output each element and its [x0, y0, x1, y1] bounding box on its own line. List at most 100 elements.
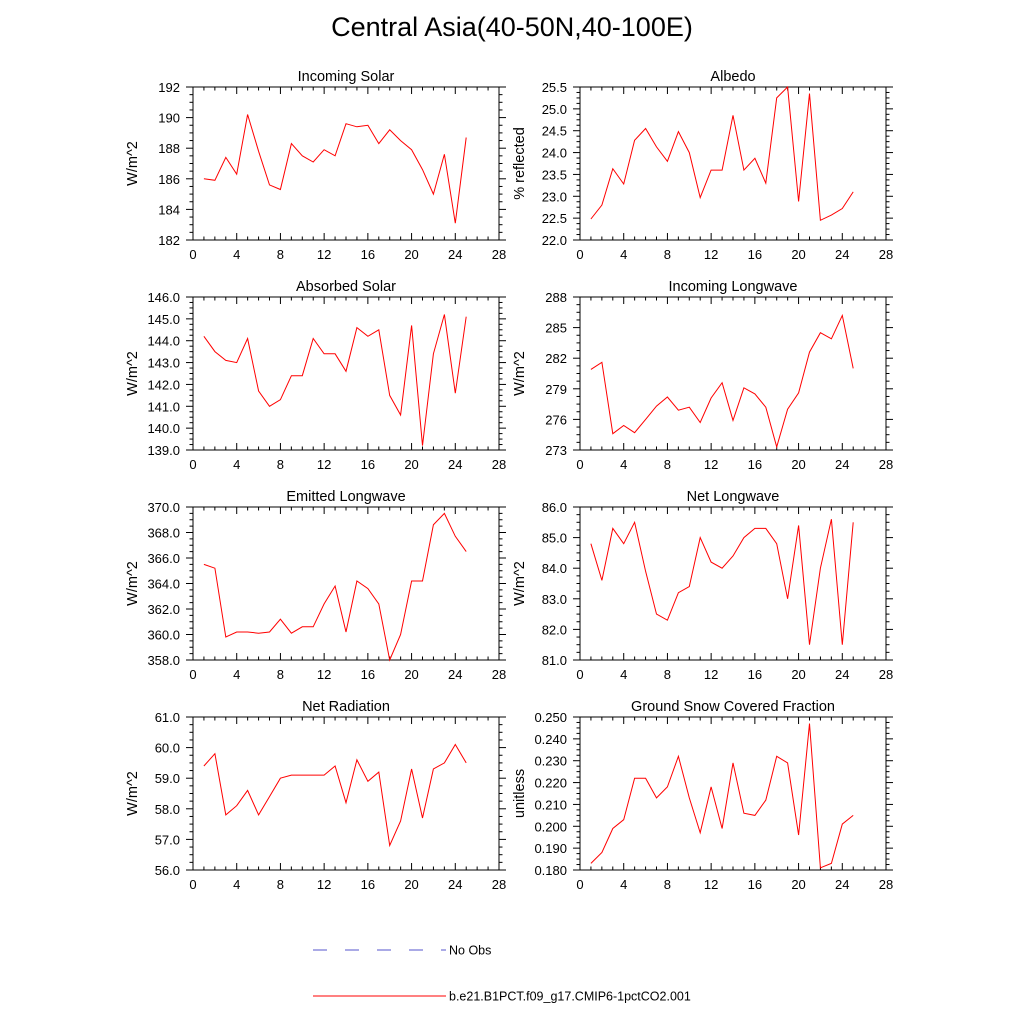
- y-tick-label: 60.0: [155, 741, 180, 756]
- y-tick-label: 144.0: [147, 334, 180, 349]
- y-tick-label: 0.250: [534, 710, 567, 725]
- plot-frame: [579, 716, 887, 871]
- x-tick-label: 4: [620, 877, 627, 892]
- x-tick-label: 20: [791, 667, 805, 682]
- x-tick-label: 28: [492, 457, 506, 472]
- y-tick-label: 22.5: [542, 211, 567, 226]
- y-tick-label: 61.0: [155, 710, 180, 725]
- y-tick-label: 364.0: [147, 577, 180, 592]
- x-tick-label: 8: [277, 247, 284, 262]
- chart-panel: Absorbed Solar W/m^2 0 4 8 12 16 20 24 28 139.0 140…: [125, 279, 506, 472]
- x-tick-label: 0: [576, 247, 583, 262]
- x-tick-label: 16: [361, 247, 375, 262]
- y-tick-label: 188: [158, 141, 180, 156]
- y-tick-label: 273: [545, 443, 567, 458]
- x-tick-label: 0: [189, 457, 196, 472]
- y-tick-label: 57.0: [155, 832, 180, 847]
- series-line: [203, 314, 467, 446]
- x-tick-label: 8: [277, 877, 284, 892]
- x-tick-label: 24: [835, 457, 849, 472]
- x-tick-label: 8: [664, 667, 671, 682]
- y-tick-label: 59.0: [155, 771, 180, 786]
- y-tick-label: 146.0: [147, 290, 180, 305]
- x-tick-label: 0: [576, 667, 583, 682]
- y-tick-label: 368.0: [147, 526, 180, 541]
- x-tick-label: 12: [317, 247, 331, 262]
- chart-panel: Incoming Longwave W/m^2 0 4 8 12 16 20 24 28 273 27…: [512, 279, 893, 472]
- x-tick-label: 20: [404, 667, 418, 682]
- x-tick-label: 24: [835, 877, 849, 892]
- chart-panel: Ground Snow Covered Fraction unitless 0 4 8 1…: [512, 699, 893, 892]
- legend: No Obs b.e21.B1PCT.f09_g17.CMIP6-1pctCO2.…: [313, 944, 691, 1004]
- legend-label: b.e21.B1PCT.f09_g17.CMIP6-1pctCO2.001: [449, 990, 691, 1004]
- y-tick-label: 84.0: [542, 561, 567, 576]
- y-axis-label: W/m^2: [512, 561, 528, 606]
- y-tick-label: 182: [158, 233, 180, 248]
- y-tick-label: 83.0: [542, 592, 567, 607]
- x-tick-label: 8: [277, 457, 284, 472]
- y-tick-label: 22.0: [542, 233, 567, 248]
- series-line: [203, 512, 467, 662]
- series-line: [590, 519, 854, 645]
- y-tick-label: 86.0: [542, 500, 567, 515]
- y-tick-label: 25.0: [542, 102, 567, 117]
- x-tick-label: 20: [404, 877, 418, 892]
- x-tick-label: 8: [664, 877, 671, 892]
- y-tick-label: 360.0: [147, 628, 180, 643]
- x-tick-label: 16: [748, 457, 762, 472]
- x-tick-label: 12: [317, 667, 331, 682]
- y-tick-label: 81.0: [542, 653, 567, 668]
- chart-panel: Incoming Solar W/m^2 0 4 8 12 16 20 24 28 182 184 18…: [125, 69, 506, 262]
- y-tick-label: 140.0: [147, 421, 180, 436]
- y-tick-label: 23.0: [542, 189, 567, 204]
- panel-title: Absorbed Solar: [296, 279, 396, 295]
- x-tick-label: 28: [879, 667, 893, 682]
- x-tick-label: 4: [620, 457, 627, 472]
- x-tick-label: 4: [233, 247, 240, 262]
- y-tick-label: 190: [158, 111, 180, 126]
- x-tick-label: 20: [791, 247, 805, 262]
- y-tick-label: 186: [158, 172, 180, 187]
- y-tick-label: 0.180: [534, 863, 567, 878]
- legend-entry: No Obs: [313, 944, 491, 958]
- x-tick-label: 24: [448, 667, 462, 682]
- x-tick-label: 12: [317, 457, 331, 472]
- chart-panel: Net Longwave W/m^2 0 4 8 12 16 20 24 28 81.0 82.0 83…: [512, 489, 893, 682]
- x-tick-label: 16: [748, 247, 762, 262]
- legend-entry: b.e21.B1PCT.f09_g17.CMIP6-1pctCO2.001: [313, 990, 691, 1004]
- plot-frame: [192, 296, 500, 451]
- y-axis-label: % reflected: [512, 127, 528, 200]
- y-tick-label: 58.0: [155, 802, 180, 817]
- y-tick-label: 139.0: [147, 443, 180, 458]
- x-tick-label: 4: [620, 667, 627, 682]
- x-tick-label: 20: [404, 457, 418, 472]
- x-tick-label: 0: [189, 877, 196, 892]
- y-axis-label: W/m^2: [125, 141, 141, 186]
- x-tick-label: 4: [233, 667, 240, 682]
- panel-title: Albedo: [710, 69, 755, 85]
- panel-title: Emitted Longwave: [286, 489, 405, 505]
- panel-title: Net Radiation: [302, 699, 390, 715]
- y-tick-label: 82.0: [542, 622, 567, 637]
- y-tick-label: 276: [545, 412, 567, 427]
- x-tick-label: 28: [879, 457, 893, 472]
- panel-title: Ground Snow Covered Fraction: [631, 699, 835, 715]
- plot-frame: [579, 506, 887, 661]
- x-tick-label: 28: [492, 667, 506, 682]
- x-tick-label: 0: [576, 877, 583, 892]
- x-tick-label: 4: [233, 877, 240, 892]
- x-tick-label: 28: [879, 877, 893, 892]
- x-tick-label: 16: [748, 667, 762, 682]
- y-tick-label: 141.0: [147, 399, 180, 414]
- y-tick-label: 279: [545, 382, 567, 397]
- chart-panel: Net Radiation W/m^2 0 4 8 12 16 20 24 28 56.0 57.0 5…: [125, 699, 506, 892]
- y-axis-label: W/m^2: [125, 561, 141, 606]
- series-line: [590, 313, 854, 449]
- x-tick-label: 8: [664, 457, 671, 472]
- x-tick-label: 12: [704, 667, 718, 682]
- panel-title: Incoming Solar: [298, 69, 395, 85]
- x-tick-label: 16: [361, 457, 375, 472]
- x-tick-label: 24: [448, 877, 462, 892]
- y-tick-label: 0.200: [534, 819, 567, 834]
